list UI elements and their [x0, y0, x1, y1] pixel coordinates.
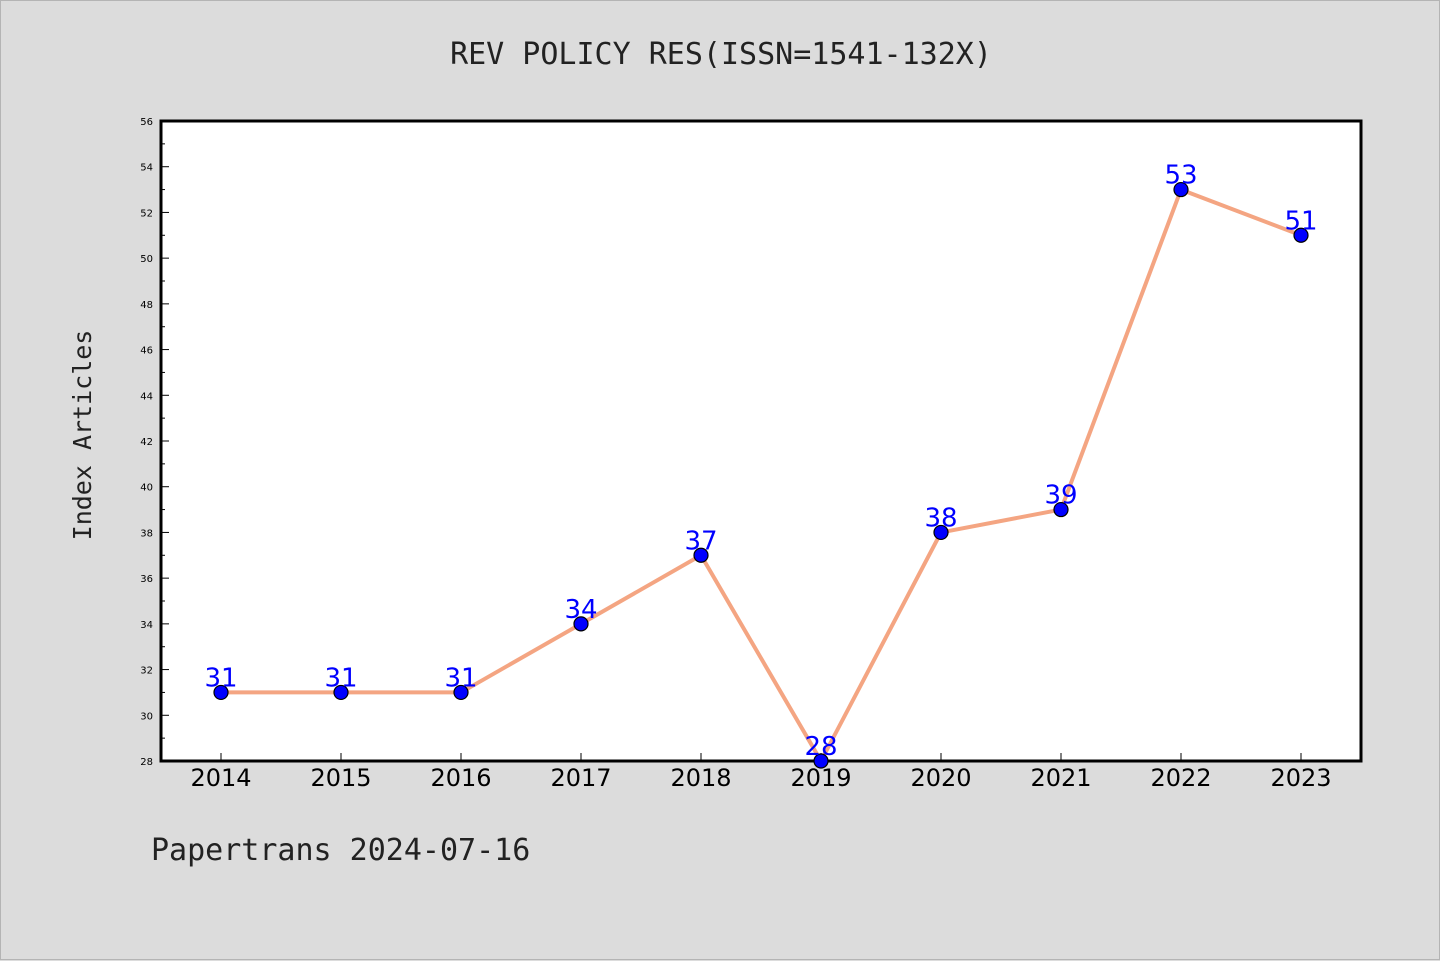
x-tick-label: 2023: [1270, 764, 1331, 792]
data-label: 31: [324, 663, 357, 693]
data-point: [573, 616, 589, 632]
y-tick-label: 50: [140, 254, 153, 265]
y-tick-label: 56: [140, 117, 153, 128]
data-label: 34: [564, 595, 597, 625]
x-tick-label: 2022: [1150, 764, 1211, 792]
data-label: 31: [444, 663, 477, 693]
data-point: [453, 684, 469, 701]
x-tick-label: 2020: [910, 764, 971, 792]
y-tick-label: 46: [140, 346, 153, 357]
data-point: [1053, 501, 1069, 518]
x-tick-label: 2016: [430, 764, 491, 792]
data-label: 53: [1164, 161, 1197, 191]
y-tick-label: 42: [140, 437, 153, 448]
y-tick-label: 36: [140, 574, 153, 585]
data-label: 31: [204, 663, 237, 693]
data-point: [333, 684, 349, 701]
series-line: [221, 187, 1302, 763]
data-point: [1173, 181, 1189, 198]
y-axis-label: Index Articles: [68, 330, 97, 541]
y-tick-label: 54: [140, 163, 153, 174]
y-tick-label: 32: [140, 666, 153, 677]
x-tick-label: 2015: [310, 764, 371, 792]
y-tick-label: 40: [140, 483, 153, 494]
y-tick-label: 44: [140, 391, 153, 402]
x-tick-label: 2017: [550, 764, 611, 792]
data-label: 39: [1044, 481, 1077, 511]
y-tick-label: 48: [140, 300, 153, 311]
y-tick-label: 38: [140, 528, 153, 539]
data-label: 28: [804, 732, 837, 762]
x-tick-label: 2021: [1030, 764, 1091, 792]
y-tick-label: 30: [140, 711, 153, 722]
chart-title: REV POLICY RES(ISSN=1541-132X): [450, 37, 992, 72]
y-tick-label: 28: [140, 757, 153, 768]
data-point: [1293, 227, 1309, 243]
y-tick-label: 52: [140, 208, 153, 219]
y-tick-label: 34: [140, 620, 153, 631]
data-point: [213, 684, 229, 701]
data-point: [933, 524, 949, 541]
data-label: 37: [684, 526, 717, 556]
footer-credit: Papertrans 2024-07-16: [151, 833, 531, 868]
x-tick-label: 2018: [670, 764, 731, 792]
data-point: [813, 753, 829, 769]
data-label: 38: [924, 503, 957, 533]
data-point: [693, 547, 709, 563]
data-label: 51: [1284, 206, 1317, 236]
x-tick-label: 2019: [790, 764, 851, 792]
x-tick-label: 2014: [190, 764, 251, 792]
